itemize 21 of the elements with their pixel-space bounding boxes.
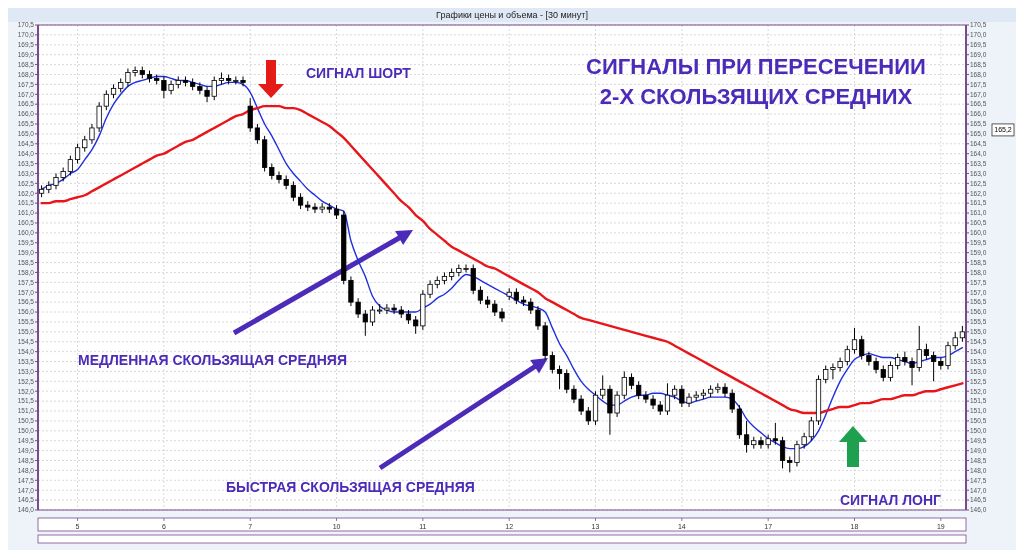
annotation: БЫСТРАЯ СКОЛЬЗЯЩАЯ СРЕДНЯЯ (226, 479, 475, 495)
candlestick (369, 305, 376, 327)
annotation: МЕДЛЕННАЯ СКОЛЬЗЯЩАЯ СРЕДНЯЯ (78, 352, 347, 368)
candlestick (556, 364, 563, 390)
candlestick (290, 180, 296, 202)
annotation: СИГНАЛ ЛОНГ (840, 492, 942, 508)
candlestick (549, 351, 555, 374)
candlestick (887, 361, 894, 382)
candlestick (743, 420, 750, 454)
candlestick (851, 327, 858, 355)
candlestick (247, 97, 253, 133)
candlestick (779, 436, 786, 469)
text: СИГНАЛЫ ПРИ ПЕРЕСЕЧЕНИИ 2-Х СКОЛЬЗЯЩИХ СРЕДНИХ (586, 54, 926, 109)
candlestick (772, 422, 778, 446)
candlestick (931, 351, 937, 382)
candlestick (664, 382, 671, 416)
candlestick (74, 143, 81, 165)
chart-subtitle: Графики цены и объема - [30 минут] (436, 10, 588, 20)
candlestick (67, 155, 73, 176)
annotation: СИГНАЛ ШОРТ (306, 65, 412, 81)
candlestick (254, 123, 261, 145)
